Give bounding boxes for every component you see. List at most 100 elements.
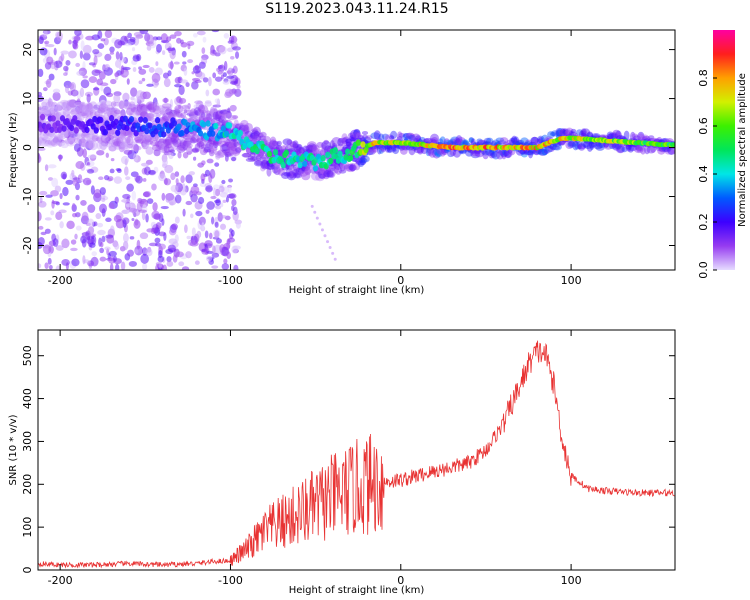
- noise-cell: [151, 102, 158, 111]
- noise-cell: [208, 147, 215, 154]
- noise-cell: [655, 146, 663, 152]
- noise-cell: [108, 145, 117, 152]
- noise-cell: [205, 89, 210, 97]
- noise-cell: [135, 108, 142, 116]
- noise-cell: [230, 56, 235, 60]
- noise-cell: [64, 85, 70, 94]
- noise-cell: [100, 85, 104, 92]
- noise-cell: [474, 149, 485, 158]
- ridge-cell: [323, 163, 329, 170]
- noise-cell: [141, 134, 152, 144]
- noise-cell: [164, 106, 173, 113]
- noise-cell: [273, 166, 281, 176]
- noise-cell: [79, 50, 84, 60]
- noise-cell: [161, 40, 170, 44]
- noise-cell: [100, 241, 104, 248]
- noise-cell: [122, 66, 131, 71]
- noise-cell: [586, 132, 594, 139]
- noise-cell: [46, 44, 55, 48]
- noise-cell: [270, 164, 281, 170]
- noise-cell: [168, 61, 175, 69]
- noise-cell: [228, 142, 236, 148]
- noise-cell: [112, 139, 119, 146]
- noise-cell: [136, 105, 144, 113]
- noise-cell: [143, 92, 150, 99]
- noise-cell: [138, 134, 146, 145]
- ridge-cell: [297, 161, 303, 169]
- noise-cell: [142, 191, 150, 198]
- noise-cell: [164, 139, 174, 147]
- noise-cell: [186, 135, 193, 141]
- noise-cell: [204, 101, 212, 107]
- noise-cell: [350, 132, 356, 141]
- noise-cell: [51, 200, 60, 205]
- noise-cell: [158, 138, 167, 144]
- noise-cell: [320, 228, 324, 232]
- noise-cell: [87, 133, 96, 144]
- noise-cell: [81, 112, 89, 119]
- noise-cell: [310, 145, 318, 151]
- noise-cell: [211, 252, 220, 258]
- noise-cell: [54, 60, 63, 69]
- noise-cell: [520, 151, 528, 158]
- noise-cell: [88, 76, 98, 84]
- noise-cell: [87, 226, 95, 235]
- noise-cell: [101, 235, 106, 243]
- noise-cell: [180, 79, 189, 84]
- noise-cell: [102, 100, 113, 107]
- noise-cell: [184, 137, 194, 143]
- y-tick-label: -20: [21, 237, 34, 255]
- noise-cell: [625, 143, 632, 152]
- noise-cell: [100, 140, 109, 147]
- noise-cell: [201, 248, 206, 253]
- noise-cell: [413, 147, 423, 154]
- noise-cell: [121, 136, 127, 144]
- noise-cell: [38, 111, 41, 117]
- noise-cell: [166, 256, 172, 263]
- noise-cell: [192, 156, 197, 161]
- noise-cell: [182, 61, 187, 65]
- noise-cell: [366, 148, 376, 155]
- x-tick-label: 100: [561, 574, 582, 587]
- noise-cell: [272, 166, 279, 174]
- noise-cell: [104, 106, 111, 111]
- noise-cell: [85, 142, 93, 148]
- noise-cell: [190, 114, 201, 119]
- noise-cell: [252, 126, 262, 137]
- noise-cell: [41, 107, 51, 115]
- noise-cell: [43, 141, 53, 147]
- noise-cell: [304, 168, 312, 175]
- noise-cell: [169, 135, 176, 143]
- noise-cell: [197, 196, 205, 205]
- noise-cell: [321, 169, 331, 178]
- noise-cell: [253, 131, 260, 136]
- noise-cell: [202, 77, 209, 83]
- noise-cell: [161, 114, 168, 124]
- noise-cell: [322, 172, 330, 180]
- noise-cell: [102, 109, 109, 115]
- noise-cell: [109, 168, 115, 174]
- noise-cell: [615, 130, 622, 141]
- noise-cell: [108, 202, 115, 209]
- noise-cell: [559, 128, 567, 136]
- noise-cell: [82, 132, 86, 138]
- noise-cell: [97, 229, 106, 236]
- noise-cell: [132, 144, 140, 152]
- noise-cell: [128, 260, 138, 267]
- noise-cell: [224, 153, 229, 162]
- noise-cell: [141, 106, 148, 113]
- noise-cell: [226, 145, 234, 151]
- noise-cell: [41, 136, 51, 142]
- noise-cell: [220, 202, 224, 208]
- noise-cell: [155, 132, 159, 142]
- noise-cell: [51, 177, 59, 188]
- noise-cell: [134, 145, 142, 151]
- noise-cell: [240, 119, 249, 129]
- noise-cell: [203, 146, 212, 153]
- noise-cell: [295, 166, 304, 176]
- noise-cell: [113, 144, 122, 150]
- noise-cell: [576, 129, 584, 136]
- noise-cell: [94, 111, 101, 117]
- noise-cell: [564, 130, 571, 137]
- noise-cell: [187, 239, 195, 246]
